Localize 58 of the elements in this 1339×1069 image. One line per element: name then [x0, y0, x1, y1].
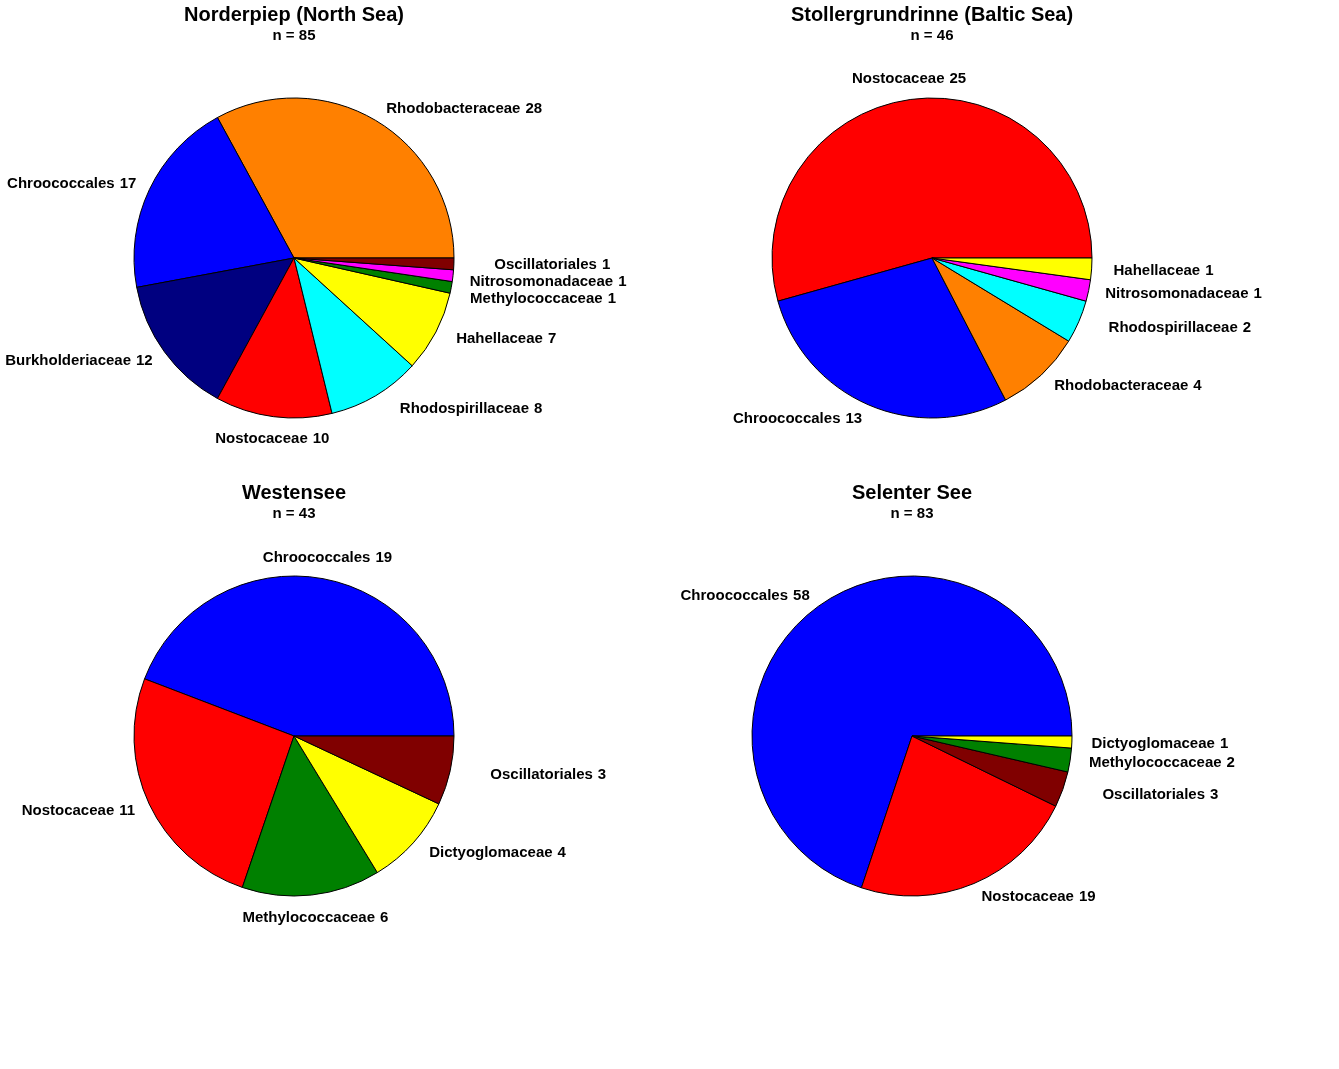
data-label: 28	[525, 99, 543, 117]
data-label: 8	[534, 398, 543, 416]
data-label: 19	[1078, 887, 1096, 905]
slice-label: Rhodobacteraceae	[1054, 376, 1189, 394]
slice-label: Nostocaceae	[21, 800, 115, 818]
data-label: 1	[618, 272, 627, 290]
slice-label: Oscillatoriales	[494, 255, 597, 273]
chart-subtitle: n = 46	[910, 26, 954, 43]
slice-label: Nitrosomonadaceae	[469, 272, 614, 290]
data-label: 1	[1253, 284, 1262, 302]
data-label: 58	[793, 585, 810, 603]
chart-title: Stollergrundrinne (Baltic Sea)	[790, 3, 1074, 25]
data-label: 1	[607, 289, 616, 307]
slice-label: Methylococcaceae	[242, 907, 376, 925]
data-label: 10	[312, 429, 330, 447]
chart-subtitle: n = 43	[272, 504, 316, 521]
slice-label: Methylococcaceae	[470, 289, 603, 307]
slice-label: Burkholderiaceae	[5, 351, 132, 369]
slice-label: Hahellaceae	[456, 329, 543, 347]
chart-title: Selenter See	[851, 481, 973, 503]
data-label: 12	[136, 351, 153, 369]
slice-label: Rhodobacteraceae	[386, 99, 521, 117]
slice-label: Methylococcaceae	[1089, 753, 1222, 771]
slice-label: Nitrosomonadaceae	[1105, 284, 1249, 302]
slice-label: Nostocaceae	[981, 887, 1074, 905]
chart-title: Westensee	[241, 481, 347, 503]
chart-title: Norderpiep (North Sea)	[183, 3, 405, 25]
data-label: 3	[597, 764, 607, 782]
slice-label: Rhodospirillaceae	[1108, 318, 1238, 336]
data-label: 4	[1193, 376, 1203, 394]
data-label: 3	[1210, 785, 1219, 803]
slice-label: Rhodospirillaceae	[399, 398, 530, 416]
slice-label: Oscillatoriales	[490, 764, 593, 782]
slice-label: Dictyoglomaceae	[1091, 733, 1215, 751]
slice-label: Nostocaceae	[215, 429, 308, 447]
slice-label: Chroococcales	[7, 174, 115, 192]
data-label: 7	[547, 329, 557, 347]
slice-label: Dictyoglomaceae	[429, 843, 553, 861]
slice-label: Hahellaceae	[1113, 260, 1201, 278]
data-label: 17	[119, 174, 137, 192]
data-label: 19	[375, 548, 393, 566]
chart-subtitle: n = 83	[890, 504, 934, 521]
data-label: 11	[119, 800, 136, 818]
data-label: 2	[1242, 318, 1252, 336]
data-label: 25	[949, 68, 967, 86]
slice-label: Oscillatoriales	[1102, 785, 1205, 803]
data-label: 1	[1205, 260, 1214, 278]
slice-label: Chroococcales	[680, 585, 789, 603]
slice-label: Chroococcales	[732, 408, 841, 426]
data-label: 4	[557, 843, 567, 861]
data-label: 13	[845, 408, 863, 426]
slice-label: Chroococcales	[262, 548, 371, 566]
chart-subtitle: n = 85	[272, 26, 316, 43]
data-label: 6	[380, 907, 389, 925]
data-label: 1	[601, 255, 611, 273]
data-label: 2	[1226, 753, 1235, 771]
slice-label: Nostocaceae	[851, 68, 945, 86]
data-label: 1	[1219, 733, 1229, 751]
